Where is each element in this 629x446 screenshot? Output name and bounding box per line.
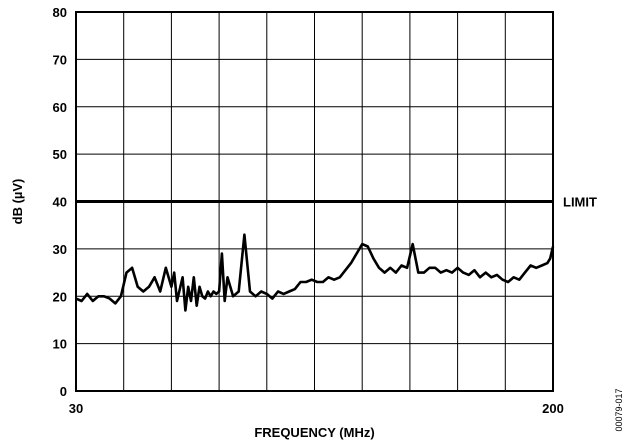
series-line xyxy=(75,233,555,312)
figure-id: 00079-017 xyxy=(614,388,624,431)
series-group xyxy=(75,233,555,312)
y-tick-label: 20 xyxy=(53,289,67,304)
y-tick-label: 30 xyxy=(53,242,67,257)
y-tick-label: 0 xyxy=(60,384,67,399)
x-tick-label-max: 200 xyxy=(542,401,564,416)
y-tick-label: 40 xyxy=(53,195,67,210)
y-tick-label: 70 xyxy=(53,52,67,67)
y-tick-label: 60 xyxy=(53,100,67,115)
y-tick-labels: 0 10 20 30 40 50 60 70 80 xyxy=(53,5,67,399)
limit-group: LIMIT xyxy=(76,195,597,210)
x-tick-labels: 30 200 xyxy=(69,401,564,416)
x-axis-title: FREQUENCY (MHz) xyxy=(254,425,374,440)
y-tick-label: 50 xyxy=(53,147,67,162)
y-tick-label: 10 xyxy=(53,337,67,352)
y-tick-label: 80 xyxy=(53,5,67,20)
limit-label: LIMIT xyxy=(563,195,597,210)
y-axis-title: dB (µV) xyxy=(10,179,25,225)
plot-frame xyxy=(75,11,554,392)
x-tick-label-min: 30 xyxy=(69,401,83,416)
